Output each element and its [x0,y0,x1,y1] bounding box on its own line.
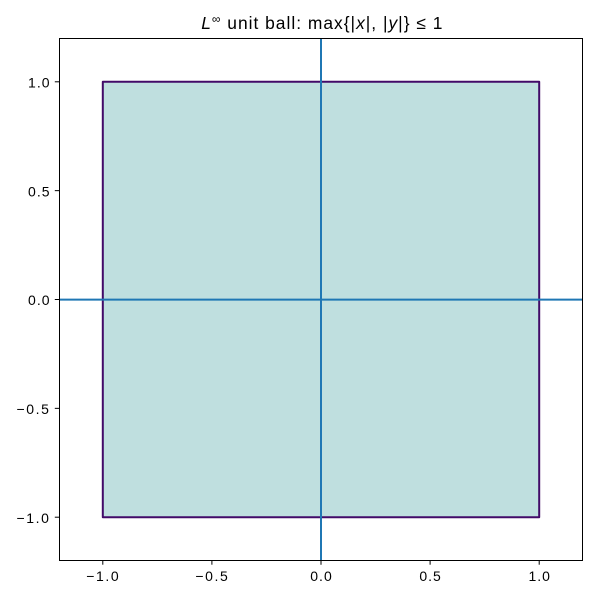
svg-text:−1.0: −1.0 [86,568,120,584]
svg-text:−1.0: −1.0 [16,510,50,526]
svg-text:1.0: 1.0 [28,75,50,91]
svg-text:1.0: 1.0 [528,568,550,584]
svg-text:0.0: 0.0 [28,292,50,308]
svg-text:0.0: 0.0 [310,568,332,584]
svg-text:−0.5: −0.5 [16,401,50,417]
svg-text:L∞ unit ball: max{|x|, |y|} ≤: L∞ unit ball: max{|x|, |y|} ≤ 1 [201,12,443,33]
svg-text:−0.5: −0.5 [195,568,229,584]
svg-text:0.5: 0.5 [419,568,441,584]
svg-text:0.5: 0.5 [28,183,50,199]
